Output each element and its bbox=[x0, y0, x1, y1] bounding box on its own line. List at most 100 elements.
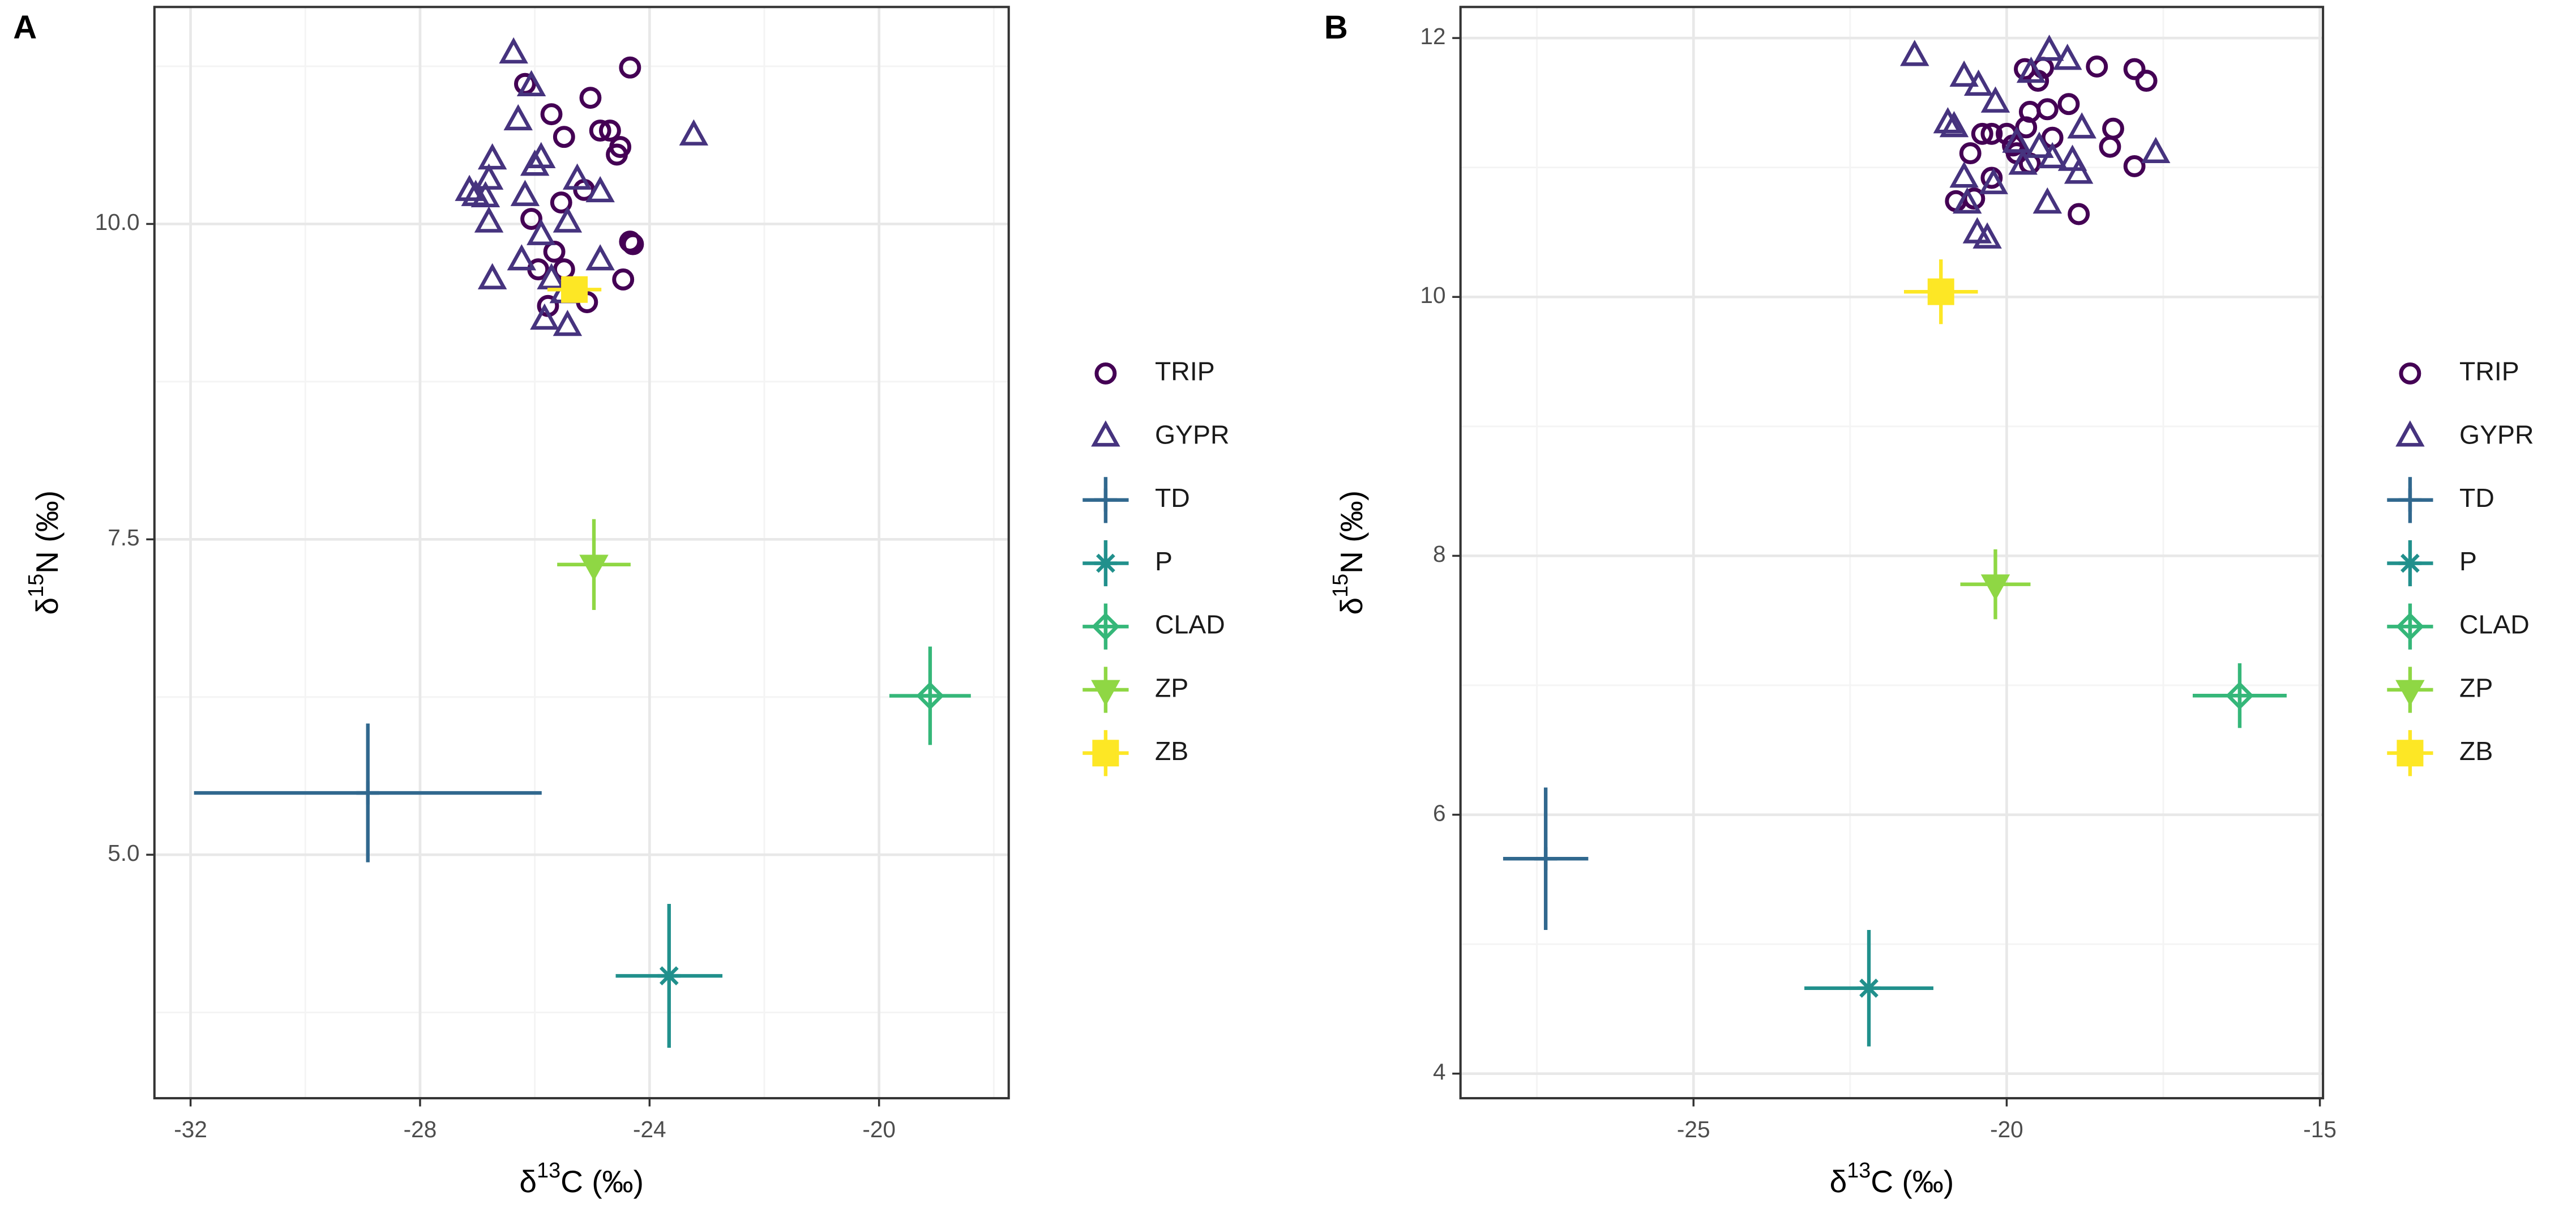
panel-label: B bbox=[1324, 9, 1348, 46]
point bbox=[1857, 978, 1881, 998]
y-tick-label: 8 bbox=[1433, 541, 1446, 567]
y-tick-label: 10 bbox=[1420, 282, 1445, 308]
point bbox=[2016, 56, 2046, 83]
x-tick-label: -28 bbox=[404, 1116, 437, 1142]
point bbox=[2135, 70, 2158, 92]
point bbox=[477, 143, 507, 170]
x-tick-label: -20 bbox=[1990, 1116, 2023, 1142]
legend-label: TD bbox=[1155, 483, 1190, 513]
point bbox=[657, 966, 681, 985]
point bbox=[2052, 44, 2082, 70]
point bbox=[527, 219, 556, 245]
point bbox=[1980, 574, 2010, 601]
point bbox=[499, 37, 528, 64]
point bbox=[553, 126, 575, 148]
legend-key bbox=[2399, 362, 2421, 385]
point bbox=[561, 276, 588, 303]
point bbox=[474, 206, 504, 233]
panel-label: A bbox=[13, 9, 37, 46]
point bbox=[2068, 203, 2090, 225]
legend-key bbox=[1092, 740, 1119, 767]
point bbox=[1959, 142, 1982, 165]
x-axis-title: δ13C (‰) bbox=[519, 1158, 644, 1199]
legend-label: TRIP bbox=[1155, 357, 1215, 386]
point bbox=[516, 70, 546, 97]
legend-label: GYPR bbox=[1155, 420, 1230, 449]
legend-key bbox=[2395, 680, 2425, 706]
point bbox=[540, 103, 563, 126]
point bbox=[579, 87, 602, 109]
point bbox=[2002, 126, 2031, 153]
point bbox=[1963, 69, 1993, 96]
point bbox=[2057, 93, 2080, 116]
legend-label: ZB bbox=[2459, 736, 2493, 766]
point bbox=[2086, 55, 2108, 78]
legend-key bbox=[2395, 420, 2425, 447]
y-tick-label: 10.0 bbox=[95, 209, 140, 235]
point bbox=[1900, 40, 1929, 66]
point bbox=[1972, 222, 2002, 249]
y-axis-title: δ15N (‰) bbox=[1328, 490, 1369, 615]
y-tick-label: 7.5 bbox=[108, 524, 139, 550]
legend-key bbox=[1094, 362, 1117, 385]
legend-key bbox=[2397, 740, 2424, 767]
legend-label: CLAD bbox=[2459, 610, 2530, 639]
legend-label: TRIP bbox=[2459, 357, 2519, 386]
point bbox=[606, 143, 628, 166]
point bbox=[2025, 131, 2054, 158]
point bbox=[2032, 187, 2062, 214]
point bbox=[503, 104, 533, 131]
legend-label: P bbox=[2459, 547, 2477, 576]
point bbox=[1952, 187, 1982, 214]
x-tick-label: -24 bbox=[633, 1116, 666, 1142]
point bbox=[2034, 35, 2064, 61]
legend-key bbox=[1094, 488, 1118, 512]
point bbox=[553, 309, 583, 336]
point bbox=[2064, 157, 2094, 184]
x-axis-title: δ13C (‰) bbox=[1830, 1158, 1954, 1199]
point bbox=[585, 244, 615, 271]
point bbox=[1949, 161, 1979, 188]
point bbox=[520, 208, 543, 230]
legend-key bbox=[1091, 680, 1120, 706]
point bbox=[507, 244, 537, 271]
point bbox=[550, 191, 572, 214]
point bbox=[2226, 681, 2254, 710]
point bbox=[562, 163, 592, 190]
legend-label: ZP bbox=[1155, 673, 1188, 702]
legend-label: GYPR bbox=[2459, 420, 2534, 449]
point bbox=[477, 263, 507, 289]
legend-key bbox=[2398, 488, 2422, 512]
y-tick-label: 5.0 bbox=[108, 840, 139, 866]
point bbox=[537, 263, 566, 289]
point bbox=[579, 554, 609, 581]
x-tick-label: -25 bbox=[1677, 1116, 1710, 1142]
point bbox=[1939, 110, 1969, 138]
legend-label: P bbox=[1155, 547, 1173, 576]
legend-key bbox=[2396, 612, 2424, 641]
point bbox=[622, 233, 644, 255]
point bbox=[2099, 135, 2121, 158]
legend-key bbox=[1092, 612, 1120, 641]
point bbox=[1933, 107, 1963, 134]
point bbox=[2141, 136, 2171, 163]
point bbox=[1979, 168, 2008, 194]
point bbox=[1980, 122, 2003, 145]
legend-key bbox=[1094, 553, 1118, 573]
point bbox=[530, 303, 559, 330]
y-axis-title: δ15N (‰) bbox=[24, 490, 65, 615]
point bbox=[2008, 148, 2038, 175]
point bbox=[1980, 86, 2010, 113]
x-tick-label: -15 bbox=[2303, 1116, 2337, 1142]
point bbox=[1980, 167, 2003, 189]
point bbox=[455, 174, 484, 201]
point bbox=[1971, 122, 1993, 145]
x-tick-label: -20 bbox=[862, 1116, 896, 1142]
point bbox=[585, 176, 615, 203]
y-tick-label: 4 bbox=[1433, 1059, 1446, 1085]
legend-label: ZP bbox=[2459, 673, 2493, 702]
point bbox=[553, 206, 583, 233]
legend-label: ZB bbox=[1155, 736, 1188, 766]
